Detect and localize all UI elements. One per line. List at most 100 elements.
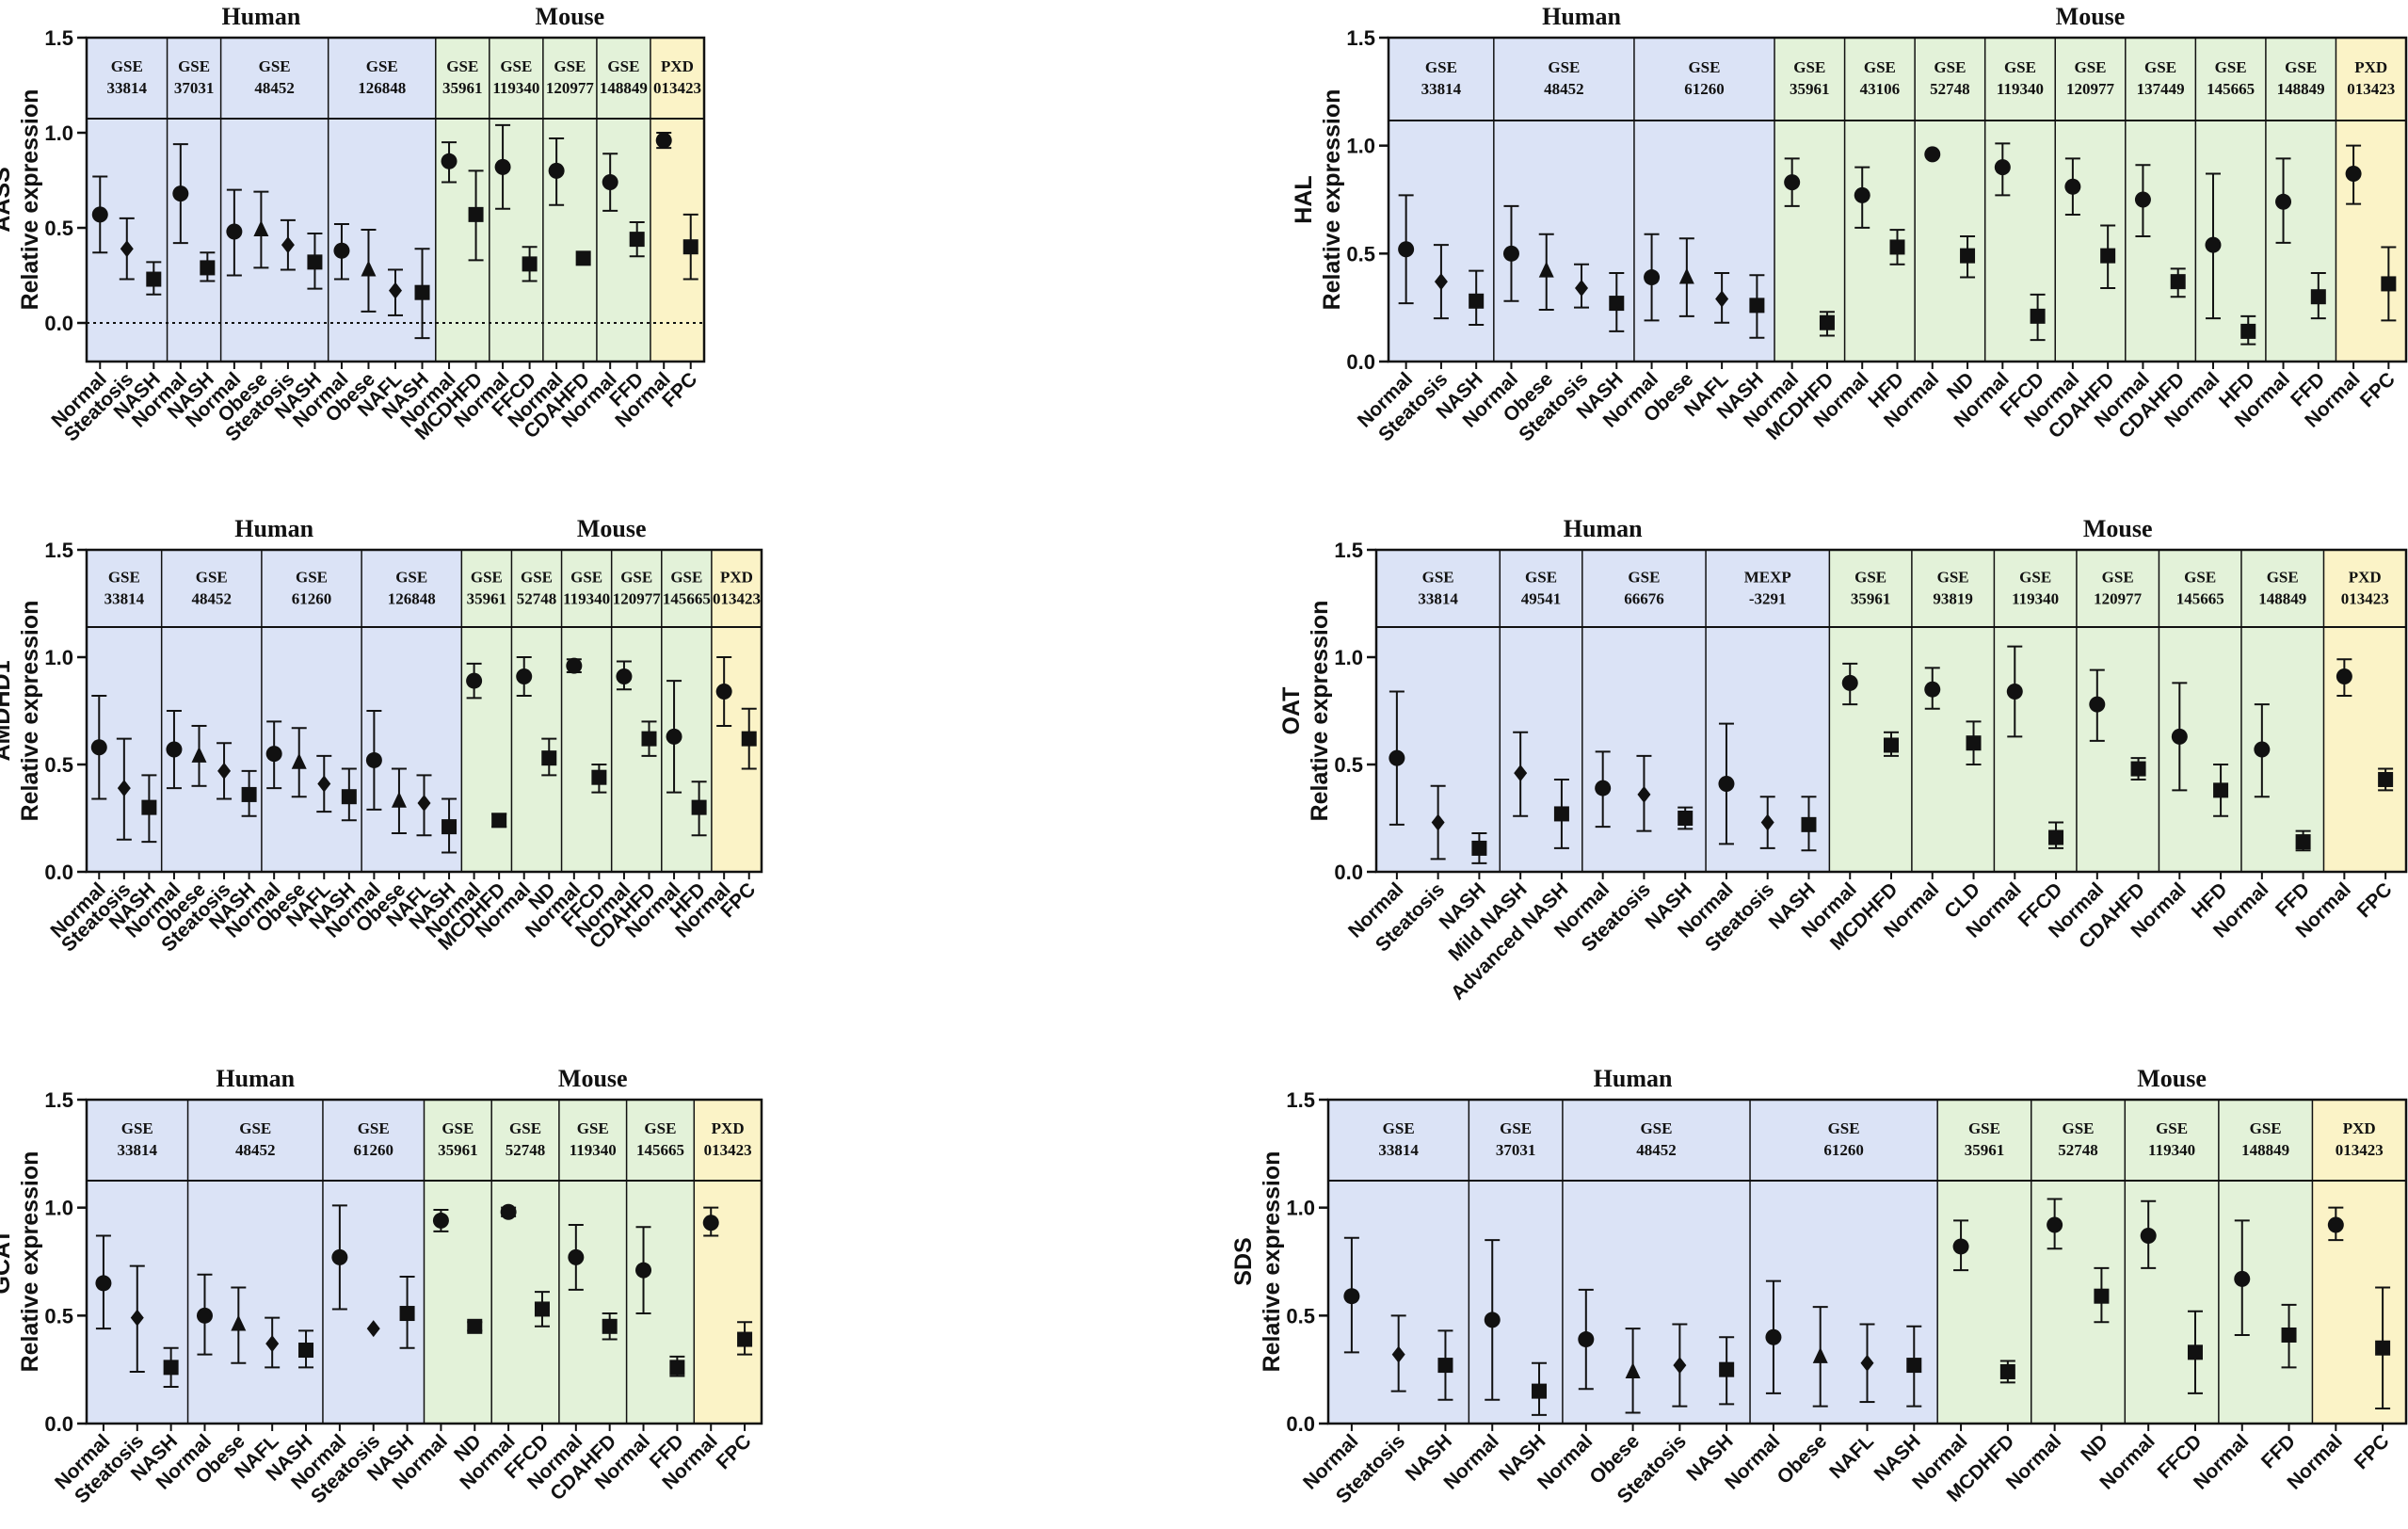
dataset-label: GSE 48452 — [235, 1119, 276, 1159]
dataset-label: GSE 148849 — [2241, 1119, 2289, 1159]
dataset-label: GSE 33814 — [104, 568, 145, 607]
data-point — [1819, 311, 1835, 337]
dataset-label: MEXP -3291 — [1744, 568, 1791, 607]
dataset-label: GSE 52748 — [517, 568, 557, 607]
dataset-label-line1: GSE — [1640, 1119, 1672, 1137]
dataset-label-line1: GSE — [358, 1119, 390, 1137]
data-point — [1924, 146, 1941, 163]
marker-diamond — [1431, 813, 1445, 831]
marker-circle — [2047, 1216, 2063, 1233]
dataset-label-line1: GSE — [446, 57, 478, 75]
marker-triangle — [253, 220, 269, 237]
dataset-label-line1: GSE — [441, 1119, 474, 1137]
plot-frame — [85, 1098, 763, 1425]
dataset-panel — [2240, 550, 2324, 872]
y-tick-label: 0.0 — [1334, 861, 1363, 884]
marker-square — [2187, 1344, 2203, 1360]
marker-circle — [616, 668, 633, 685]
dataset-label: GSE 33814 — [1421, 58, 1462, 98]
data-point — [116, 737, 132, 841]
dataset-label: GSE 33814 — [107, 57, 148, 97]
data-point — [391, 767, 407, 834]
data-point — [1952, 1219, 1969, 1272]
data-point — [568, 1224, 585, 1291]
dataset-panel — [2076, 550, 2159, 872]
marker-circle — [1924, 681, 1941, 698]
data-point — [666, 680, 682, 794]
data-point — [2275, 157, 2292, 244]
marker-square — [2310, 289, 2326, 305]
dataset-panel — [2055, 38, 2126, 362]
data-point — [1884, 731, 1899, 757]
data-point — [741, 707, 757, 770]
data-point — [1801, 796, 1817, 852]
data-point — [1859, 1323, 1875, 1404]
mouse-group-title: Mouse — [536, 3, 605, 30]
marker-square — [691, 799, 707, 815]
marker-circle — [568, 1248, 585, 1265]
marker-triangle — [1678, 267, 1694, 284]
dataset-label-line2: 013423 — [653, 79, 701, 97]
dataset-label-line2: 126848 — [358, 79, 406, 97]
dataset-label: GSE 148849 — [600, 57, 648, 97]
dataset-label-line2: 33814 — [1378, 1141, 1419, 1159]
dataset-label-line1: GSE — [2285, 58, 2317, 76]
dataset-label: GSE 35961 — [1790, 58, 1830, 98]
marker-circle — [2140, 1227, 2157, 1244]
dataset-label-line1: GSE — [1425, 58, 1457, 76]
dataset-label-line2: 61260 — [1823, 1141, 1864, 1159]
data-point — [280, 218, 296, 271]
marker-circle — [432, 1212, 449, 1229]
dataset-label: GSE 48452 — [254, 57, 295, 97]
x-tick-label: FPC — [713, 1430, 756, 1473]
data-point — [602, 1312, 618, 1341]
dataset-label: GSE 119340 — [2012, 568, 2059, 607]
data-point — [2205, 172, 2222, 320]
data-point — [365, 710, 382, 811]
dataset-panel — [2159, 550, 2241, 872]
data-point — [2295, 829, 2311, 852]
marker-triangle — [191, 746, 207, 763]
data-point — [388, 268, 403, 316]
dataset-label: PXD 013423 — [2347, 58, 2395, 98]
data-point — [2170, 267, 2186, 298]
y-tick-label: 1.5 — [44, 26, 73, 50]
dataset-panel — [1750, 1100, 1938, 1424]
mouse-group-title: Mouse — [577, 515, 647, 542]
dataset-label: GSE 148849 — [2277, 58, 2325, 98]
data-point — [307, 233, 323, 290]
marker-square — [534, 1301, 550, 1317]
marker-circle — [1952, 1238, 1969, 1255]
dataset-label-line2: 148849 — [2258, 589, 2306, 607]
dataset-label: GSE 126848 — [388, 568, 436, 607]
x-tick-label: NAFL — [1825, 1430, 1878, 1483]
data-point — [2064, 157, 2081, 217]
y-tick-label: 1.5 — [1286, 1088, 1315, 1112]
marker-square — [591, 769, 607, 785]
human-group-title: Human — [1542, 3, 1621, 30]
marker-circle — [1994, 159, 2011, 176]
marker-circle — [2234, 1270, 2251, 1287]
data-point — [491, 813, 507, 829]
data-point — [226, 188, 243, 277]
dataset-label-line1: GSE — [2250, 1119, 2282, 1137]
data-point — [1678, 237, 1694, 317]
marker-circle — [566, 657, 583, 674]
marker-triangle — [291, 752, 307, 769]
x-tick-label: ND — [2077, 1430, 2112, 1466]
marker-diamond — [120, 240, 134, 258]
marker-square — [241, 786, 257, 802]
marker-circle — [1389, 749, 1405, 766]
marker-circle — [655, 132, 672, 149]
marker-circle — [715, 683, 732, 700]
marker-diamond — [1391, 1345, 1405, 1363]
dataset-label-line2: 119340 — [2148, 1141, 2195, 1159]
dataset-panel — [489, 38, 543, 362]
data-point — [2047, 1198, 2063, 1250]
marker-circle — [635, 1262, 652, 1279]
data-point — [416, 774, 432, 837]
dataset-label-line2: 120977 — [2066, 80, 2115, 98]
x-tick-label: FPC — [2351, 1430, 2394, 1473]
